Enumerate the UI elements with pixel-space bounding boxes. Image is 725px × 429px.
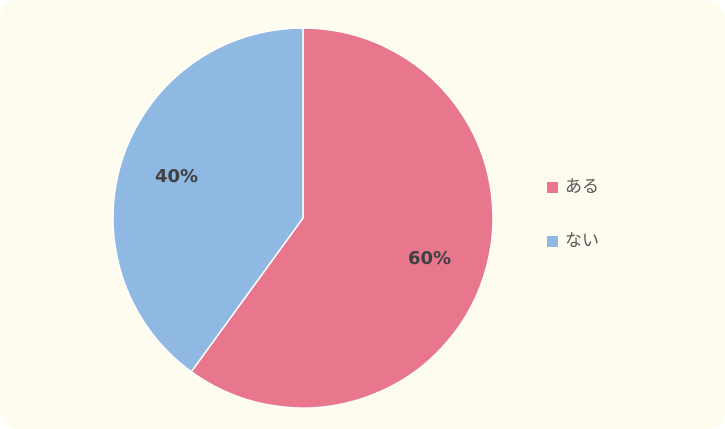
pie-slice	[190, 27, 494, 409]
data-label: 60%	[408, 248, 451, 269]
legend-label: ある	[565, 177, 599, 197]
data-label: 40%	[155, 166, 198, 187]
legend-swatch	[547, 182, 558, 193]
legend-label: ない	[565, 231, 599, 251]
legend-swatch	[547, 236, 558, 247]
pie-slice	[112, 27, 304, 373]
